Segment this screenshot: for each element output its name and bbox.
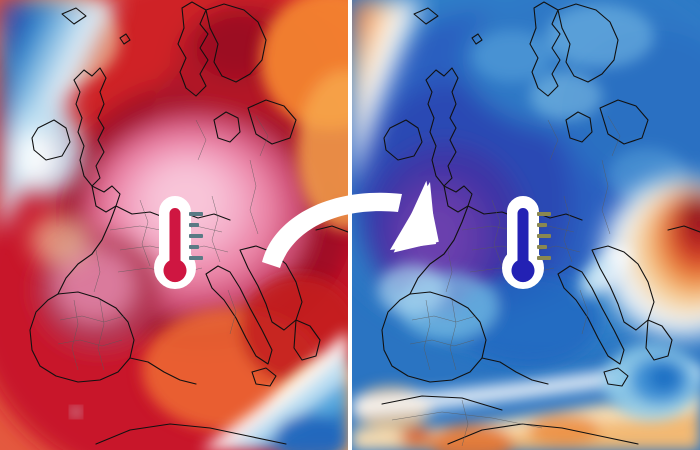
temperature-anomaly-warm-panel xyxy=(0,0,348,450)
panel-divider xyxy=(348,0,352,450)
thermometer-ticks xyxy=(189,212,203,260)
temperature-anomaly-cold-panel xyxy=(352,0,700,450)
red-thermometer-icon xyxy=(147,196,205,296)
blue-thermometer-icon xyxy=(495,196,553,296)
thermometer-ticks xyxy=(537,212,551,260)
